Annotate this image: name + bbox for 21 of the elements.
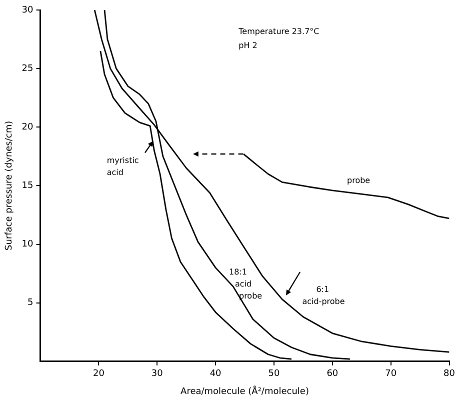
series-label: 6:1 acid-probe [302,285,345,306]
x-axis-title: Area/molecule (Å²/molecule) [180,384,309,397]
series-label: 18:1 acid probe [228,267,262,300]
y-axis-title: Surface pressure (dynes/cm) [4,120,15,251]
y-tick-label: 5 [28,298,34,308]
x-tick-label: 50 [268,369,280,380]
x-tick-label: 70 [385,369,397,380]
y-tick-label: 20 [22,122,34,132]
series-label: probe [347,176,370,186]
x-tick-label: 20 [92,369,105,380]
annotation: Temperature 23.7°C [238,27,320,36]
y-tick-label: 15 [22,181,34,192]
y-tick-label: 25 [22,64,34,74]
annotation: pH 2 [238,41,258,50]
text: myristic acid [106,156,139,178]
x-tick-label: 40 [210,369,222,380]
x-tick-label: 30 [151,369,164,380]
y-tick-label: 10 [22,240,34,250]
y-tick-label: 30 [22,5,34,16]
x-tick-label: 60 [326,369,338,380]
x-tick-label: 80 [444,369,456,380]
